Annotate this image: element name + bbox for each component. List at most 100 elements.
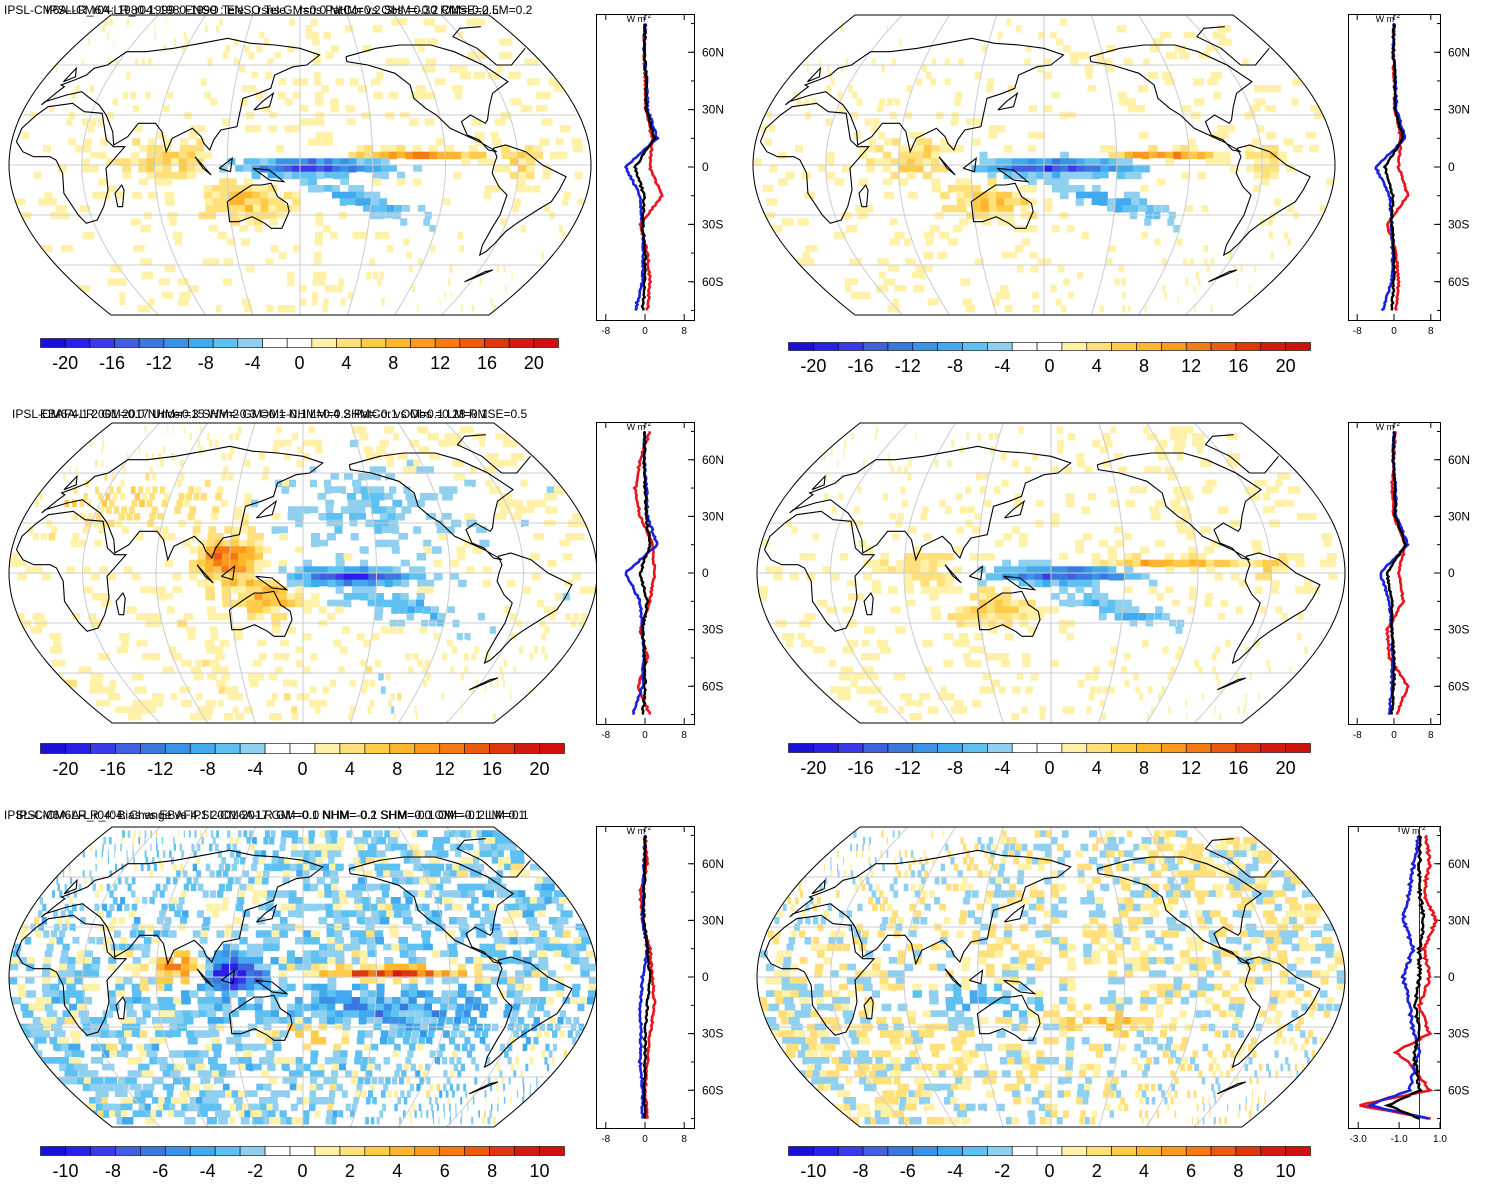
field-cell xyxy=(479,844,492,852)
field-cell xyxy=(831,640,843,648)
field-cell xyxy=(215,252,225,260)
field-cell xyxy=(1243,706,1246,714)
field-cell xyxy=(1327,553,1337,561)
field-cell xyxy=(831,573,840,581)
field-cell xyxy=(205,580,214,588)
field-cell xyxy=(932,25,934,33)
field-cell xyxy=(963,265,973,273)
field-cell xyxy=(262,473,269,481)
field-cell xyxy=(937,586,946,594)
field-cell xyxy=(33,613,44,621)
field-cell xyxy=(915,152,924,160)
field-cell xyxy=(330,473,339,481)
field-cell xyxy=(216,680,226,688)
field-cell xyxy=(1108,560,1117,568)
field-cell xyxy=(421,152,430,160)
field-cell xyxy=(260,426,265,434)
field-cell xyxy=(862,132,870,140)
field-cell xyxy=(340,165,349,173)
field-cell xyxy=(442,252,447,260)
field-cell xyxy=(1259,72,1272,80)
field-cell xyxy=(400,600,408,608)
field-cell xyxy=(377,837,387,845)
field-cell xyxy=(1093,165,1102,173)
field-cell xyxy=(328,25,336,33)
field-cell xyxy=(1101,172,1110,180)
field-cell xyxy=(1075,600,1084,608)
field-cell xyxy=(1271,586,1279,594)
field-cell xyxy=(258,640,267,648)
field-cell xyxy=(827,85,831,93)
field-cell xyxy=(444,706,445,714)
field-cell xyxy=(373,272,378,280)
field-cell xyxy=(138,165,147,173)
field-cell xyxy=(322,305,327,313)
field-cell xyxy=(877,105,883,113)
field-cell xyxy=(504,460,517,468)
field-cell xyxy=(1221,218,1227,226)
field-cell xyxy=(452,686,455,694)
field-cell xyxy=(350,78,359,86)
field-cell xyxy=(412,305,414,313)
field-cell xyxy=(314,837,321,845)
field-cell xyxy=(1212,493,1223,501)
field-cell xyxy=(311,600,320,608)
colorbar-swatch xyxy=(838,744,863,753)
field-cell xyxy=(863,32,864,40)
field-cell xyxy=(172,573,181,581)
field-cell xyxy=(250,844,255,852)
field-cell xyxy=(106,506,112,514)
field-cell xyxy=(881,553,889,561)
field-cell xyxy=(900,145,908,153)
field-cell xyxy=(1206,573,1215,581)
field-cell xyxy=(1181,426,1193,434)
field-cell xyxy=(1059,533,1068,541)
field-cell xyxy=(1194,98,1205,106)
colorbar-swatch xyxy=(1112,343,1137,351)
field-cell xyxy=(147,152,156,160)
field-cell xyxy=(562,198,569,206)
field-cell xyxy=(20,526,26,534)
field-cell xyxy=(412,145,421,153)
field-cell xyxy=(292,837,298,845)
field-cell xyxy=(1106,285,1111,293)
field-cell xyxy=(245,460,251,468)
field-cell xyxy=(180,98,187,106)
field-cell xyxy=(348,138,357,146)
field-cell xyxy=(1060,178,1069,186)
field-cell xyxy=(33,172,42,180)
field-cell xyxy=(1067,593,1076,601)
field-cell xyxy=(57,105,62,113)
field-cell xyxy=(1056,426,1063,434)
field-cell xyxy=(1172,298,1174,306)
colorbar-swatch xyxy=(390,744,415,754)
field-cell xyxy=(1003,533,1011,541)
field-cell xyxy=(336,560,345,568)
field-cell xyxy=(223,278,232,286)
field-cell xyxy=(432,546,442,554)
field-cell xyxy=(152,473,156,481)
field-cell xyxy=(165,560,174,568)
field-cell xyxy=(541,646,545,654)
field-cell xyxy=(381,626,389,634)
field-cell xyxy=(1177,238,1183,246)
field-cell xyxy=(352,593,361,601)
field-cell xyxy=(83,145,91,153)
field-cell xyxy=(544,653,547,661)
field-cell xyxy=(209,225,219,233)
field-cell xyxy=(1051,586,1060,594)
field-cell xyxy=(1181,560,1190,568)
field-cell xyxy=(1250,673,1252,681)
field-cell xyxy=(1068,185,1077,193)
field-cell xyxy=(377,278,382,286)
field-cell xyxy=(542,172,550,180)
colorbar-label: 12 xyxy=(430,353,450,373)
colorbar-swatch xyxy=(863,744,888,753)
field-cell xyxy=(476,526,487,534)
field-cell xyxy=(516,693,518,701)
field-cell xyxy=(55,540,62,548)
field-cell xyxy=(839,580,848,588)
field-cell xyxy=(1092,593,1101,601)
field-cell xyxy=(878,680,890,688)
field-cell xyxy=(63,65,65,73)
